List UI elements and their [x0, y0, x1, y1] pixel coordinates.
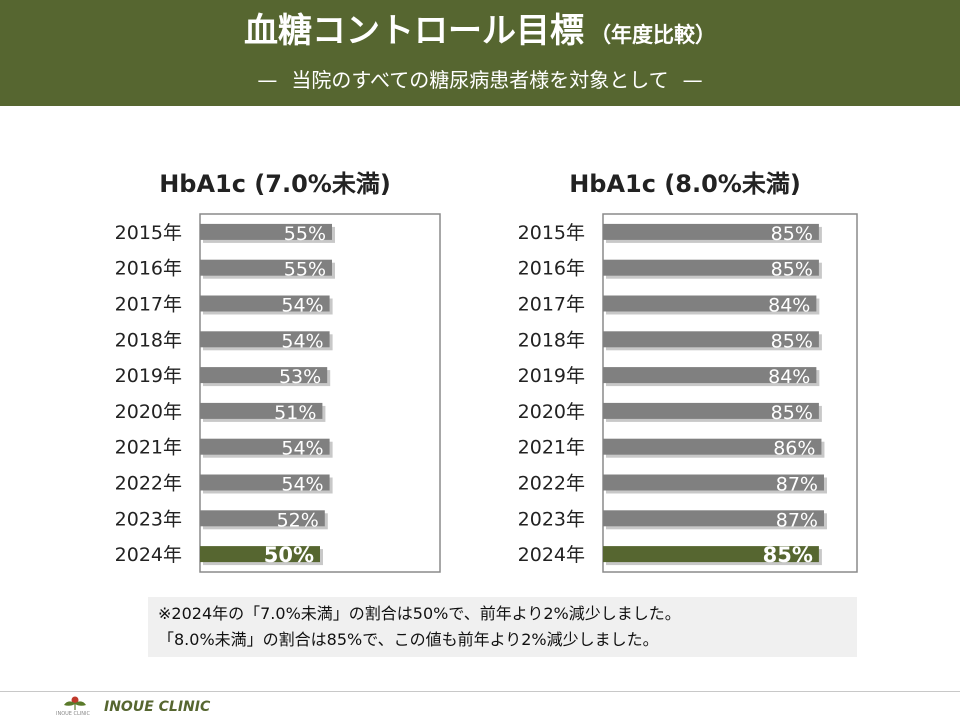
title-suffix: （年度比較）	[590, 23, 716, 47]
value-label: 54%	[281, 474, 323, 496]
bar-2017年	[200, 295, 330, 312]
category-label: 2024年	[115, 544, 182, 566]
value-label: 51%	[274, 402, 316, 424]
bar-2021年	[603, 438, 822, 455]
category-label: 2018年	[115, 329, 182, 351]
category-label: 2016年	[518, 258, 585, 280]
bar-2019年	[603, 367, 817, 384]
value-label: 87%	[776, 474, 818, 496]
hba1c-70-chart: 2015年 55% 2016年 55% 2017年 54% 2018年 54% 2019年 53%…	[115, 213, 441, 573]
page-subtitle: — 当院のすべての糖尿病患者様を対象として —	[0, 66, 960, 94]
subtitle-text: 当院のすべての糖尿病患者様を対象として	[291, 68, 669, 92]
bar-2016年	[200, 259, 332, 276]
footer-divider	[0, 691, 960, 692]
category-label: 2017年	[518, 294, 585, 316]
category-label: 2021年	[518, 437, 585, 459]
bar-2021年	[200, 438, 330, 455]
value-label: 85%	[763, 543, 813, 567]
subtitle-dash-left: —	[257, 68, 278, 92]
value-label: 54%	[281, 438, 323, 460]
page-title: 血糖コントロール目標 （年度比較）	[0, 8, 960, 58]
bar-2023年	[200, 510, 325, 527]
bar-2024年	[200, 546, 320, 563]
note-line-2: 「8.0%未満」の割合は85%で、この値も前年より2%減少しました。	[158, 630, 659, 649]
value-label: 85%	[771, 402, 813, 424]
category-label: 2024年	[518, 544, 585, 566]
value-label: 85%	[771, 330, 813, 352]
note-line-1: ※2024年の「7.0%未満」の割合は50%で、前年より2%減少しました。	[158, 604, 681, 623]
value-label: 54%	[281, 330, 323, 352]
value-label: 85%	[771, 223, 813, 245]
bar-2019年	[200, 367, 328, 384]
value-label: 85%	[771, 259, 813, 281]
title-main: 血糖コントロール目標	[244, 11, 584, 51]
category-label: 2016年	[115, 258, 182, 280]
chart-title-right: HbA1c (8.0%未満)	[569, 170, 801, 198]
value-label: 53%	[279, 366, 321, 388]
bar-2023年	[603, 510, 824, 527]
value-label: 55%	[284, 223, 326, 245]
category-label: 2022年	[518, 473, 585, 495]
bar-2020年	[603, 402, 819, 419]
value-label: 54%	[281, 295, 323, 317]
bar-2020年	[200, 402, 323, 419]
category-label: 2020年	[115, 401, 182, 423]
value-label: 50%	[264, 543, 314, 567]
logo-text: INOUE CLINIC	[56, 711, 91, 717]
value-label: 86%	[773, 438, 815, 460]
category-label: 2019年	[115, 365, 182, 387]
bar-2022年	[603, 474, 824, 491]
value-label: 55%	[284, 259, 326, 281]
category-label: 2015年	[518, 222, 585, 244]
clinic-name: INOUE CLINIC	[104, 699, 211, 715]
value-label: 84%	[768, 295, 810, 317]
bar-2015年	[603, 223, 819, 240]
clover-logo-icon	[64, 696, 86, 710]
plot-frame	[199, 213, 441, 573]
category-label: 2019年	[518, 365, 585, 387]
category-label: 2023年	[518, 508, 585, 530]
category-label: 2023年	[115, 508, 182, 530]
category-label: 2020年	[518, 401, 585, 423]
plot-frame	[602, 213, 858, 573]
bar-2022年	[200, 474, 330, 491]
category-label: 2022年	[115, 473, 182, 495]
hba1c-80-chart: 2015年 85% 2016年 85% 2017年 84% 2018年 85% 2019年 84%…	[518, 213, 858, 573]
category-label: 2017年	[115, 294, 182, 316]
category-label: 2021年	[115, 437, 182, 459]
bar-2024年	[603, 546, 819, 563]
value-label: 52%	[277, 509, 319, 531]
bar-2015年	[200, 223, 332, 240]
bar-2016年	[603, 259, 819, 276]
category-label: 2015年	[115, 222, 182, 244]
value-label: 87%	[776, 509, 818, 531]
bar-2018年	[603, 331, 819, 348]
category-label: 2018年	[518, 329, 585, 351]
subtitle-dash-right: —	[682, 68, 703, 92]
header-banner: 血糖コントロール目標 （年度比較） — 当院のすべての糖尿病患者様を対象として —	[0, 0, 960, 106]
summary-note: ※2024年の「7.0%未満」の割合は50%で、前年より2%減少しました。 「8…	[148, 597, 857, 657]
bar-2017年	[603, 295, 817, 312]
bar-2018年	[200, 331, 330, 348]
chart-title-left: HbA1c (7.0%未満)	[159, 170, 391, 198]
value-label: 84%	[768, 366, 810, 388]
